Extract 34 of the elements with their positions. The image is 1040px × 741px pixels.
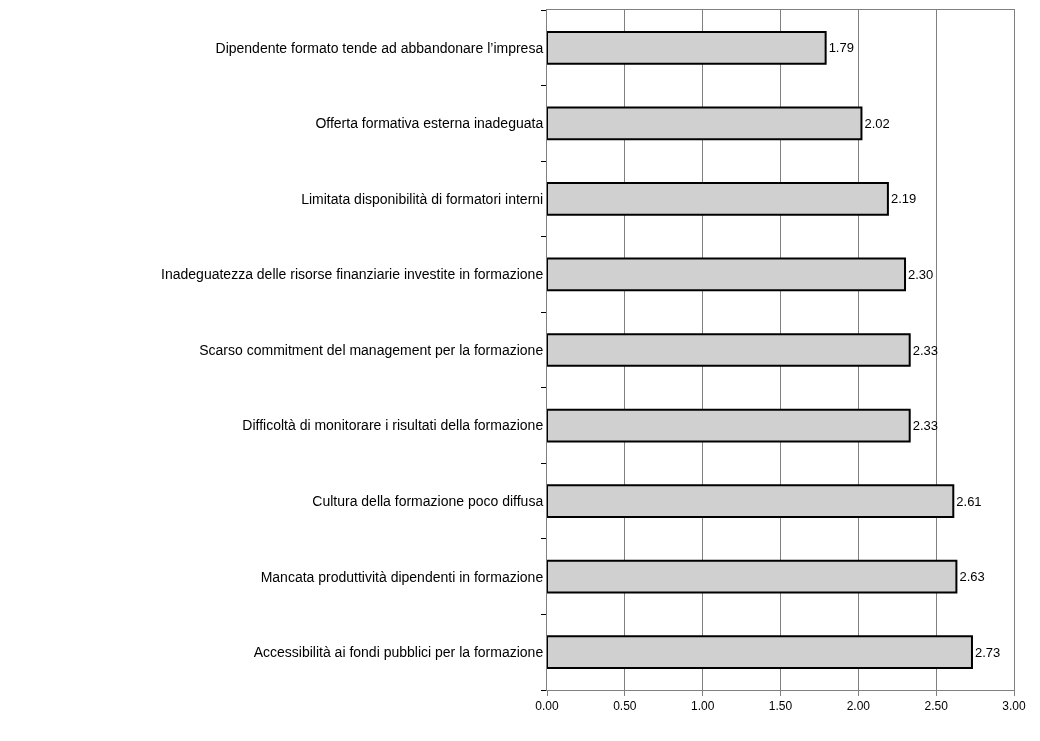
- y-tick-label: Mancata produttività dipendenti in formazione: [260, 568, 544, 585]
- bar: [547, 635, 973, 670]
- data-label: 1.79: [828, 40, 854, 56]
- bar: [547, 559, 958, 594]
- x-tick-label: 0.00: [535, 699, 559, 714]
- data-label: 2.73: [974, 644, 1001, 660]
- data-label: 2.61: [956, 493, 982, 509]
- y-tick-label: Accessibilità ai fondi pubblici per la formazione: [253, 644, 544, 661]
- y-tick-label: Limitata disponibilità di formatori interni: [301, 190, 544, 207]
- x-tick-label: 0.50: [613, 699, 637, 714]
- y-tick-label: Cultura della formazione poco diffusa: [312, 493, 544, 510]
- x-tick-label: 1.00: [690, 699, 715, 714]
- bar: [547, 257, 907, 292]
- x-tick-label: 1.50: [768, 699, 793, 714]
- x-tick-label: 2.50: [924, 699, 949, 714]
- x-tick-label: 2.00: [846, 699, 871, 714]
- bar: [547, 408, 911, 443]
- bar: [547, 333, 911, 367]
- bar: [547, 30, 827, 65]
- data-label: 2.63: [959, 569, 985, 585]
- data-label: 2.19: [890, 191, 917, 207]
- data-label: 2.33: [912, 418, 939, 434]
- bar: [547, 182, 889, 216]
- y-tick-label: Offerta formativa esterna inadeguata: [315, 115, 544, 132]
- x-tick-label: 3.00: [1002, 699, 1026, 714]
- y-tick-label: Difficoltà di monitorare i risultati della formazione: [242, 417, 544, 434]
- data-label: 2.33: [912, 342, 939, 358]
- data-label: 2.30: [908, 266, 934, 282]
- y-tick-label: Inadeguatezza delle risorse finanziarie investite in formazione: [161, 266, 544, 283]
- y-tick-label: Scarso commitment del management per la formazione: [199, 341, 544, 358]
- bar: [547, 106, 863, 141]
- bar: [547, 484, 955, 518]
- data-label: 2.02: [864, 115, 890, 131]
- y-tick-label: Dipendente formato tende ad abbandonare l’impresa: [215, 39, 544, 56]
